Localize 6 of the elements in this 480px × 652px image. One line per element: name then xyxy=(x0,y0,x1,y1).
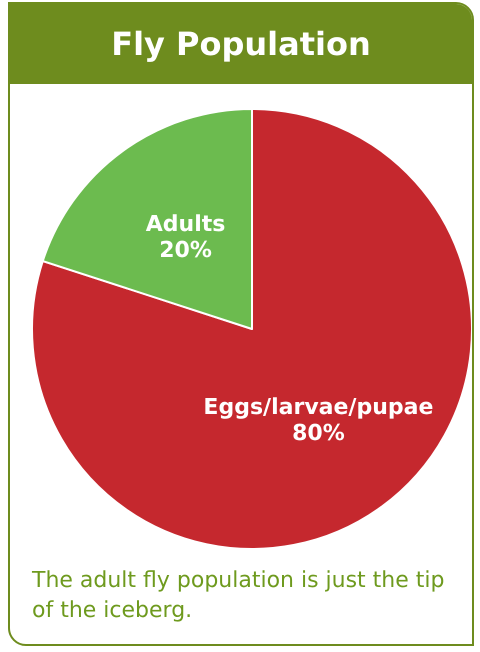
slice-label: Eggs/larvae/pupae xyxy=(203,394,434,420)
chart-title: Fly Population xyxy=(10,4,472,84)
data-label: 20% xyxy=(159,238,212,264)
slice-label: Adults xyxy=(146,212,226,238)
data-label: 80% xyxy=(292,420,345,446)
text: The adult fly population is just the tip of the iceberg. xyxy=(32,567,446,625)
